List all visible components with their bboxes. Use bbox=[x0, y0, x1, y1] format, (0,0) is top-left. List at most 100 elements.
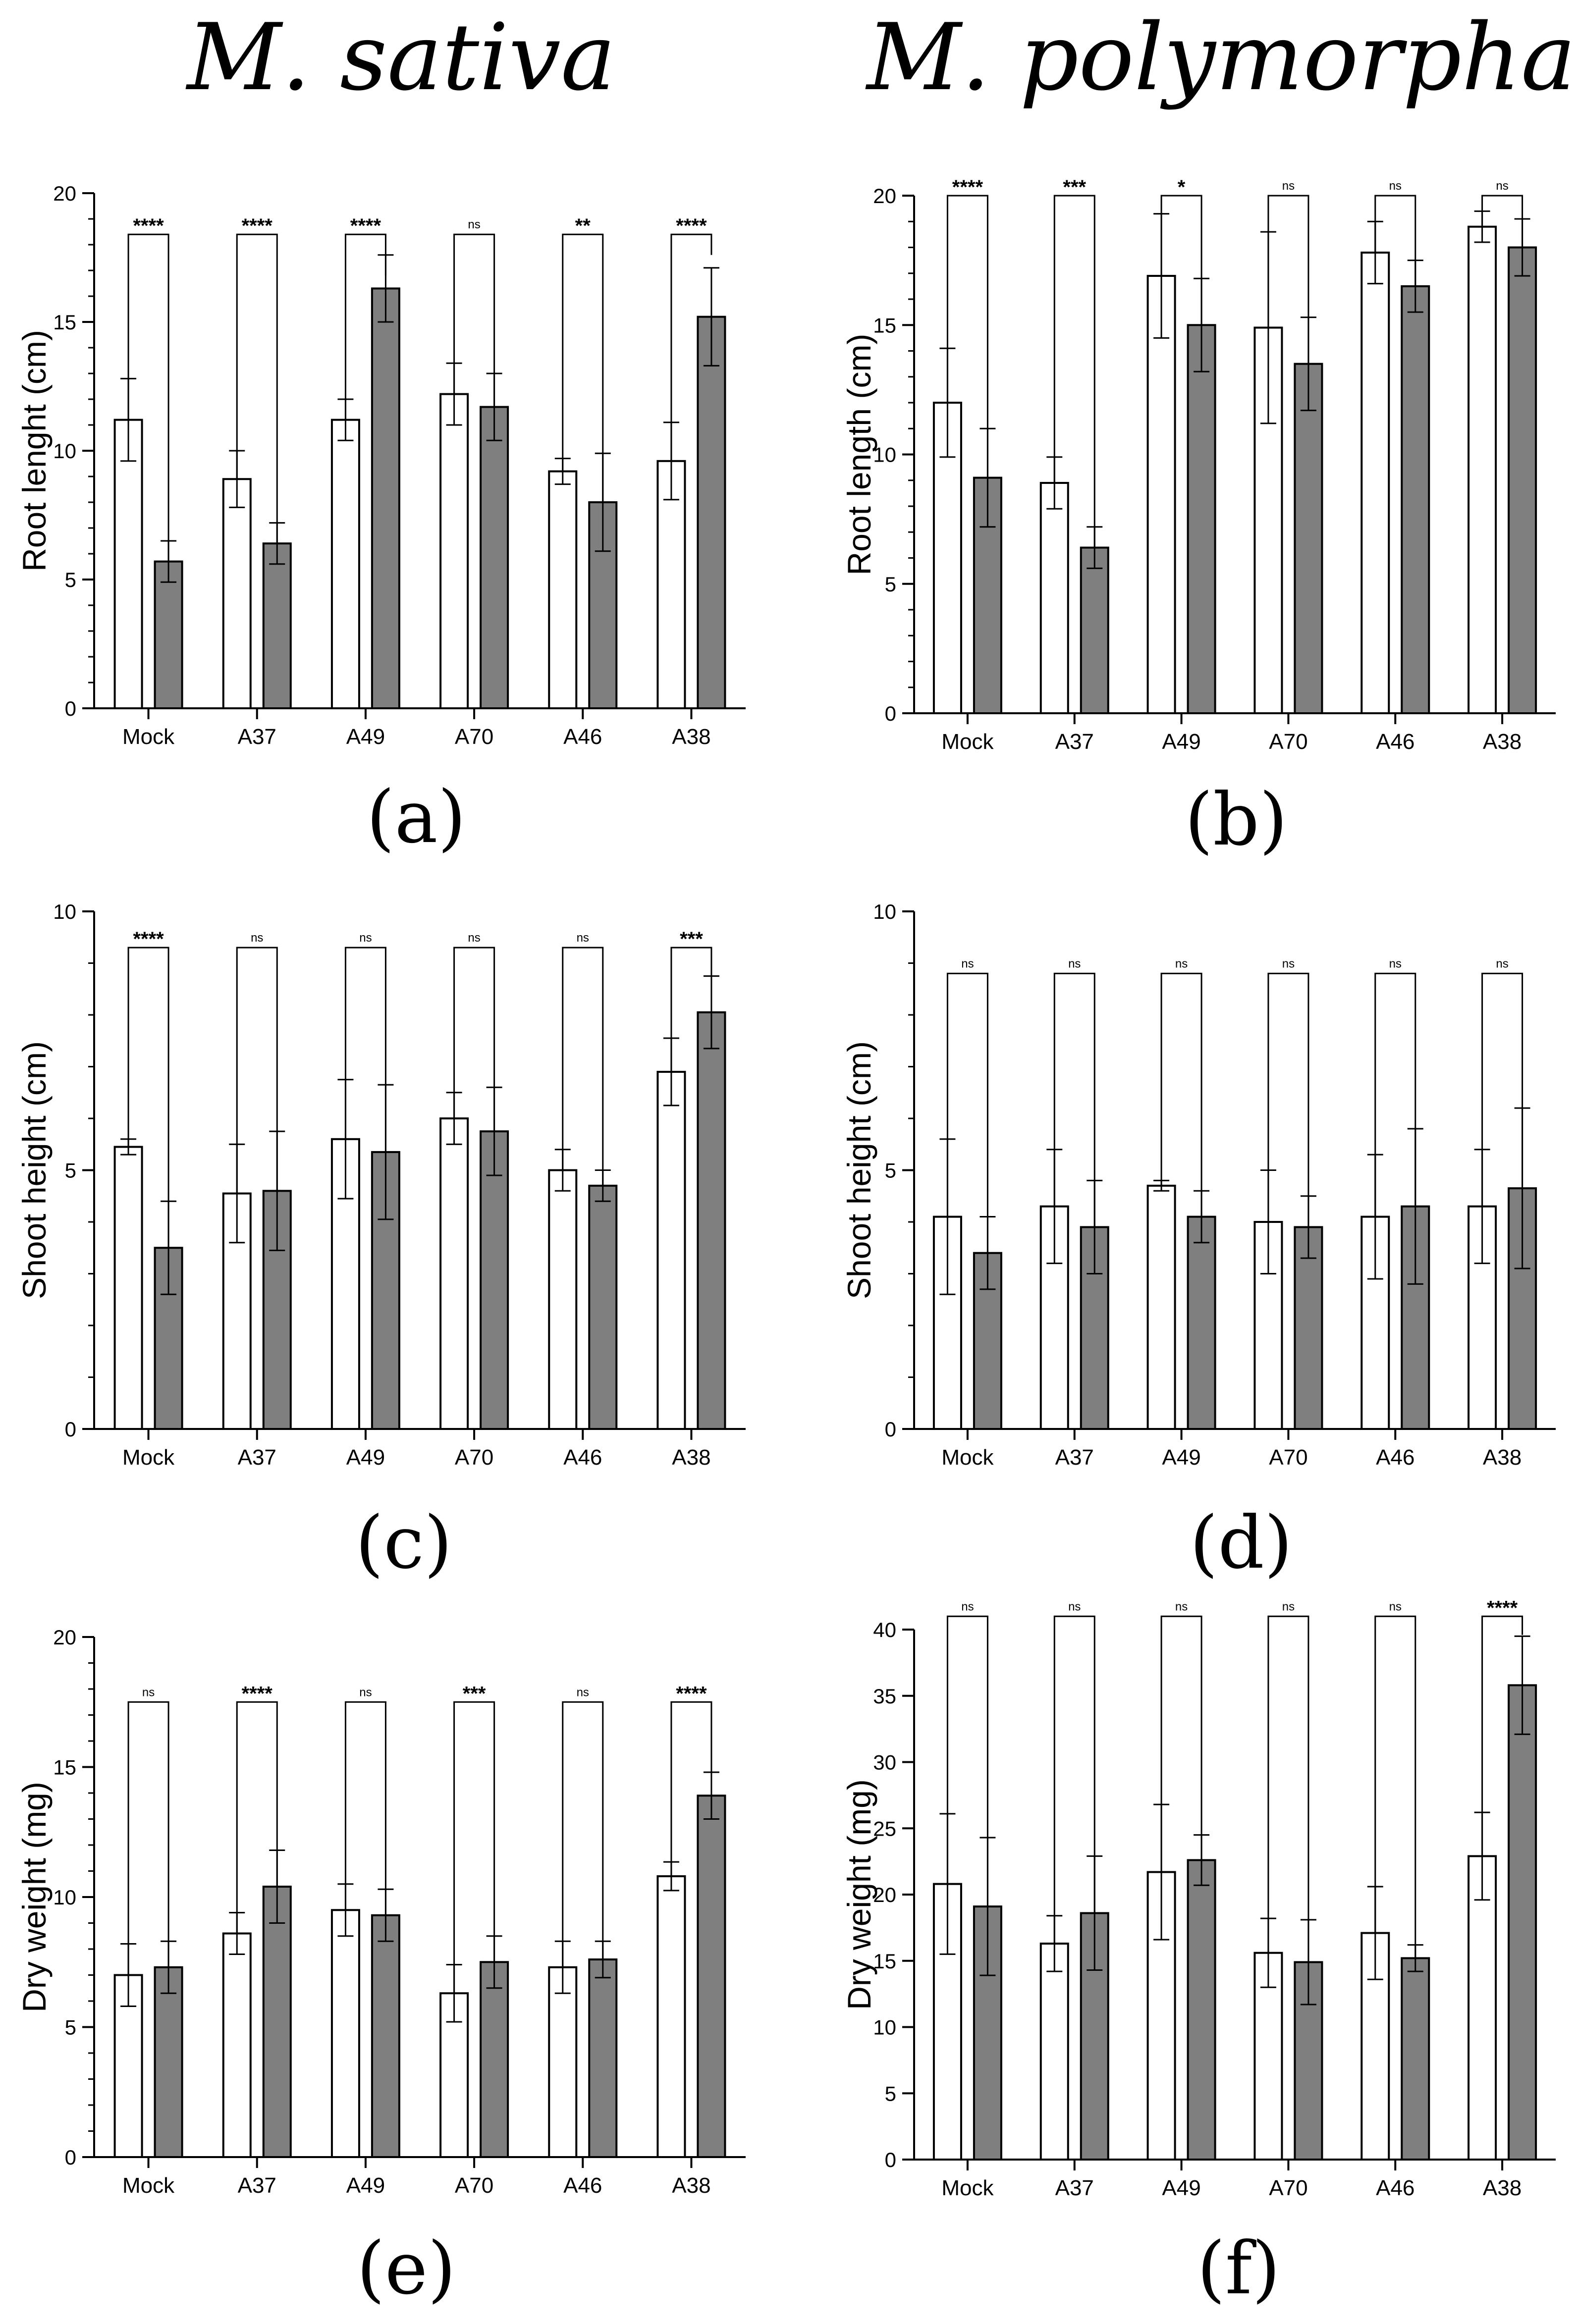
panel-f: 0 5 10 15 20 25 30 35 40 Dry weight (mg) Mock ns A37… bbox=[841, 1597, 1556, 2311]
significance-label: **** bbox=[242, 1683, 273, 1704]
significance-label: **** bbox=[133, 215, 164, 237]
panel-label: (b) bbox=[1185, 778, 1287, 862]
x-tick-label: A49 bbox=[346, 2173, 385, 2198]
bar-control bbox=[113, 1146, 143, 1430]
bar-control bbox=[439, 393, 469, 709]
y-tick-label: 10 bbox=[53, 439, 76, 463]
significance-bracket bbox=[344, 947, 386, 1152]
x-tick-label: A70 bbox=[455, 2173, 493, 2198]
significance-label: ns bbox=[1389, 957, 1402, 970]
y-axis-title: Dry weight (mg) bbox=[841, 1779, 877, 2010]
significance-label: ns bbox=[359, 931, 372, 945]
significance-bracket bbox=[1267, 1615, 1309, 1962]
significance-label: ns bbox=[468, 218, 480, 231]
y-tick-label: 10 bbox=[53, 1886, 76, 1909]
significance-label: ns bbox=[1175, 957, 1188, 970]
significance-bracket bbox=[1481, 972, 1524, 1207]
significance-bracket bbox=[127, 1701, 169, 1975]
x-tick-label: A46 bbox=[1376, 2176, 1415, 2200]
x-tick-label: A49 bbox=[1162, 730, 1200, 754]
bar-control bbox=[1039, 1942, 1069, 2161]
y-tick-label: 10 bbox=[873, 2016, 896, 2039]
bar-treated bbox=[1187, 1859, 1216, 2161]
significance-bracket bbox=[344, 1701, 386, 1915]
y-tick-label: 15 bbox=[53, 311, 76, 334]
significance-bracket bbox=[1160, 1615, 1202, 1872]
significance-label: ns bbox=[251, 931, 263, 945]
significance-label: ns bbox=[1175, 1600, 1188, 1613]
y-axis-title: Root length (cm) bbox=[841, 334, 877, 576]
significance-label: **** bbox=[133, 928, 164, 950]
bar-treated bbox=[480, 1130, 509, 1430]
panel-a: 0 5 10 15 20 Root lenght (cm) Mock **** A37 **** A… bbox=[16, 182, 746, 859]
x-tick-label: A46 bbox=[563, 725, 602, 749]
y-tick-label: 5 bbox=[65, 2016, 76, 2039]
bar-treated bbox=[154, 560, 183, 709]
bar-treated bbox=[697, 316, 726, 709]
significance-bracket bbox=[1053, 195, 1095, 548]
x-tick-label: A46 bbox=[1376, 1445, 1415, 1470]
significance-label: ns bbox=[1389, 179, 1402, 193]
bar-control bbox=[548, 1169, 578, 1430]
significance-label: ns bbox=[577, 1686, 589, 1699]
significance-label: ** bbox=[575, 215, 591, 237]
panel-d: 0 5 10 Shoot height (cm) Mock ns A37 ns A49 ns A70… bbox=[841, 900, 1556, 1585]
significance-label: ns bbox=[961, 957, 974, 970]
column-title-m-polymorpha: M. polymorpha bbox=[865, 3, 1576, 111]
bar-treated bbox=[1080, 1226, 1109, 1430]
significance-bracket bbox=[1374, 195, 1416, 286]
x-tick-label: A37 bbox=[238, 725, 276, 749]
significance-label: ns bbox=[961, 1600, 974, 1613]
significance-label: ns bbox=[468, 931, 480, 945]
x-tick-label: A46 bbox=[563, 2173, 602, 2198]
significance-label: ns bbox=[1068, 957, 1081, 970]
y-tick-label: 0 bbox=[65, 2146, 76, 2169]
bar-control bbox=[1468, 225, 1497, 714]
y-tick-label: 10 bbox=[873, 443, 896, 467]
panel-label: (a) bbox=[367, 775, 466, 859]
x-tick-label: A37 bbox=[1055, 2176, 1094, 2200]
significance-bracket bbox=[670, 233, 712, 461]
bar-control bbox=[1360, 251, 1390, 714]
column-title-m-sativa: M. sativa bbox=[185, 3, 615, 111]
x-tick-label: A46 bbox=[1376, 730, 1415, 754]
y-axis-title: Dry weight (mg) bbox=[16, 1782, 53, 2012]
y-tick-label: 20 bbox=[53, 182, 76, 205]
y-tick-label: 30 bbox=[873, 1751, 896, 1774]
bar-treated bbox=[1401, 1957, 1430, 2161]
y-tick-label: 0 bbox=[885, 702, 896, 725]
y-tick-label: 25 bbox=[873, 1817, 896, 1840]
panel-c: 0 5 10 Shoot height (cm) Mock **** A37 ns A49 ns A… bbox=[16, 900, 746, 1585]
y-tick-label: 20 bbox=[53, 1626, 76, 1649]
x-tick-label: A37 bbox=[1055, 730, 1094, 754]
x-tick-label: A70 bbox=[1269, 1445, 1307, 1470]
x-tick-label: A37 bbox=[238, 1445, 276, 1470]
significance-label: **** bbox=[676, 215, 707, 237]
x-tick-label: A70 bbox=[1269, 730, 1307, 754]
significance-bracket bbox=[670, 1701, 712, 1876]
bar-treated bbox=[154, 1966, 183, 2158]
significance-label: ns bbox=[1282, 957, 1295, 970]
x-tick-label: Mock bbox=[122, 2173, 175, 2198]
bar-control bbox=[1468, 1855, 1497, 2161]
significance-bracket bbox=[344, 233, 386, 420]
significance-bracket bbox=[236, 1701, 278, 1934]
bar-control bbox=[656, 1070, 686, 1430]
bar-treated bbox=[1508, 246, 1537, 714]
significance-bracket bbox=[1374, 972, 1416, 1217]
significance-label: ns bbox=[142, 1686, 155, 1699]
y-tick-label: 5 bbox=[65, 568, 76, 591]
bar-treated bbox=[480, 1961, 509, 2158]
significance-label: ns bbox=[1389, 1600, 1402, 1613]
x-tick-label: A49 bbox=[1162, 2176, 1200, 2200]
x-tick-label: Mock bbox=[941, 2176, 994, 2200]
significance-bracket bbox=[1267, 972, 1309, 1227]
significance-label: **** bbox=[242, 215, 273, 237]
y-tick-label: 35 bbox=[873, 1685, 896, 1708]
x-tick-label: A49 bbox=[346, 1445, 385, 1470]
significance-bracket bbox=[453, 233, 495, 407]
significance-bracket bbox=[946, 972, 988, 1253]
significance-label: ns bbox=[1496, 179, 1508, 193]
y-tick-label: 5 bbox=[65, 1159, 76, 1182]
